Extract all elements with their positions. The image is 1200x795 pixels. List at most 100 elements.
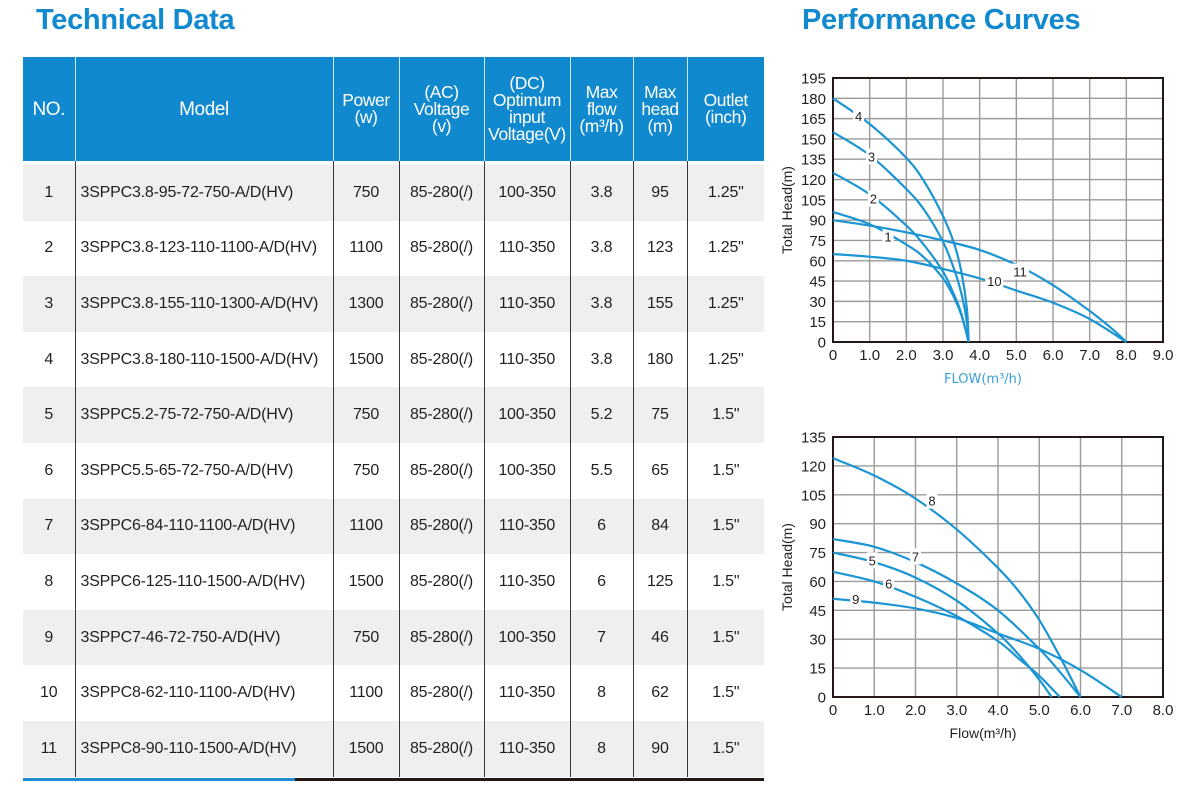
table-row: 7 3SPPC6-84-110-1100-A/D(HV) 1100 85-280(/)… — [23, 498, 764, 555]
x-tick-label: 7.0 — [1111, 702, 1132, 719]
x-tick-label: 3.0 — [946, 702, 967, 719]
x-tick-label: 3.0 — [933, 347, 954, 364]
y-tick-label: 195 — [801, 71, 826, 88]
curve-label-4: 4 — [855, 109, 862, 124]
x-tick-label: 5.0 — [1029, 702, 1050, 719]
y-tick-label: 90 — [809, 516, 826, 533]
cell-dc-voltage: 100-350 — [483, 442, 570, 499]
cell-power: 1300 — [332, 276, 399, 332]
cell-model: 3SPPC5.2-75-72-750-A/D(HV) — [74, 387, 333, 443]
cell-max-flow: 8 — [569, 720, 633, 777]
y-tick-label: 75 — [809, 233, 826, 250]
cell-outlet: 1.5" — [686, 387, 764, 443]
y-tick-label: 15 — [809, 314, 826, 331]
cell-max-flow: 5.5 — [569, 442, 633, 499]
cell-outlet: 1.25" — [686, 331, 764, 388]
performance-chart-top: 0 1.0 2.0 3.0 4.0 5.0 6.0 7.0 8.0 9.0015304560759… — [779, 71, 1173, 388]
y-tick-label: 30 — [809, 294, 826, 311]
table-bottom-rule-blue — [23, 778, 295, 781]
cell-model: 3SPPC8-90-110-1500-A/D(HV) — [74, 720, 333, 777]
y-axis-label: Total Head(m) — [779, 166, 795, 254]
curve-label-3: 3 — [868, 150, 875, 165]
cell-model: 3SPPC5.5-65-72-750-A/D(HV) — [74, 442, 333, 499]
x-tick-label: 8.0 — [1116, 347, 1137, 364]
cell-max-flow: 6 — [569, 554, 633, 610]
table-row: 8 3SPPC6-125-110-1500-A/D(HV) 1500 85-280(/… — [23, 554, 764, 610]
curve-label-background — [866, 148, 877, 165]
curve-label-background — [926, 492, 938, 509]
cell-max-head: 90 — [632, 720, 687, 777]
cell-dc-voltage: 110-350 — [483, 498, 570, 555]
cell-dc-voltage: 110-350 — [483, 331, 570, 388]
y-tick-label: 45 — [809, 603, 826, 620]
x-tick-label: 1.0 — [864, 702, 885, 719]
cell-dc-voltage: 110-350 — [483, 665, 570, 721]
x-tick-label: 4.0 — [988, 702, 1009, 719]
table-row: 9 3SPPC7-46-72-750-A/D(HV) 750 85-280(/) 100… — [23, 609, 764, 666]
cell-model: 3SPPC8-62-110-1100-A/D(HV) — [74, 665, 333, 721]
technical-data-heading: Technical Data — [36, 4, 235, 36]
x-tick-label: 1.0 — [859, 347, 880, 364]
y-tick-label: 75 — [809, 545, 826, 562]
cell-ac-voltage: 85-280(/) — [398, 165, 484, 221]
curve-7 — [832, 537, 1082, 698]
cell-max-head: 180 — [632, 331, 687, 388]
header-outlet: Outlet (inch) — [686, 57, 764, 161]
curve-8 — [832, 457, 1082, 698]
cell-max-head: 65 — [632, 442, 687, 499]
y-tick-label: 120 — [801, 458, 826, 475]
cell-outlet: 1.5" — [686, 442, 764, 499]
x-axis-label: Flow(m³/h) — [950, 725, 1017, 741]
y-tick-label: 105 — [801, 192, 826, 209]
curve-3 — [832, 131, 970, 343]
y-tick-label: 105 — [801, 487, 826, 504]
cell-power: 1500 — [332, 720, 399, 777]
cell-no: 3 — [23, 276, 75, 332]
y-tick-label: 0 — [818, 690, 826, 707]
performance-curves-heading: Performance Curves — [802, 4, 1081, 36]
curve-label-background — [910, 548, 921, 565]
cell-model: 3SPPC3.8-180-110-1500-A/D(HV) — [74, 331, 333, 388]
cell-dc-voltage: 110-350 — [483, 554, 570, 610]
cell-outlet: 1.5" — [686, 665, 764, 721]
header-max-head: Max head (m) — [632, 57, 687, 161]
cell-max-head: 46 — [632, 609, 687, 666]
cell-ac-voltage: 85-280(/) — [398, 276, 484, 332]
cell-max-head: 155 — [632, 276, 687, 332]
cell-power: 750 — [332, 165, 399, 221]
cell-no: 6 — [23, 442, 75, 499]
cell-model: 3SPPC7-46-72-750-A/D(HV) — [74, 609, 333, 666]
cell-power: 1100 — [332, 665, 399, 721]
curve-5 — [832, 551, 1053, 698]
cell-outlet: 1.25" — [686, 276, 764, 332]
cell-no: 10 — [23, 665, 75, 721]
cell-ac-voltage: 85-280(/) — [398, 442, 484, 499]
plot-frame — [832, 77, 1164, 343]
curve-10 — [832, 252, 1127, 343]
y-tick-label: 120 — [801, 172, 826, 189]
cell-outlet: 1.5" — [686, 554, 764, 610]
x-tick-label: 2.0 — [905, 702, 926, 719]
cell-outlet: 1.25" — [686, 165, 764, 221]
cell-ac-voltage: 85-280(/) — [398, 720, 484, 777]
cell-no: 1 — [23, 165, 75, 221]
cell-no: 11 — [23, 720, 75, 777]
cell-max-head: 95 — [632, 165, 687, 221]
cell-no: 7 — [23, 498, 75, 555]
table-row: 11 3SPPC8-90-110-1500-A/D(HV) 1500 85-280(/… — [23, 720, 764, 777]
cell-power: 1500 — [332, 331, 399, 388]
table-row: 2 3SPPC3.8-123-110-1100-A/D(HV) 1100 85-280… — [23, 220, 764, 277]
cell-ac-voltage: 85-280(/) — [398, 331, 484, 388]
table-spacer-row — [23, 161, 764, 165]
cell-outlet: 1.25" — [686, 220, 764, 277]
y-tick-label: 45 — [809, 274, 826, 291]
cell-model: 3SPPC3.8-123-110-1100-A/D(HV) — [74, 220, 333, 277]
cell-power: 750 — [332, 609, 399, 666]
x-tick-label: 5.0 — [1006, 347, 1027, 364]
cell-max-head: 84 — [632, 498, 687, 555]
cell-max-flow: 3.8 — [569, 276, 633, 332]
x-tick-label: 6.0 — [1070, 702, 1091, 719]
cell-dc-voltage: 110-350 — [483, 276, 570, 332]
cell-outlet: 1.5" — [686, 720, 764, 777]
